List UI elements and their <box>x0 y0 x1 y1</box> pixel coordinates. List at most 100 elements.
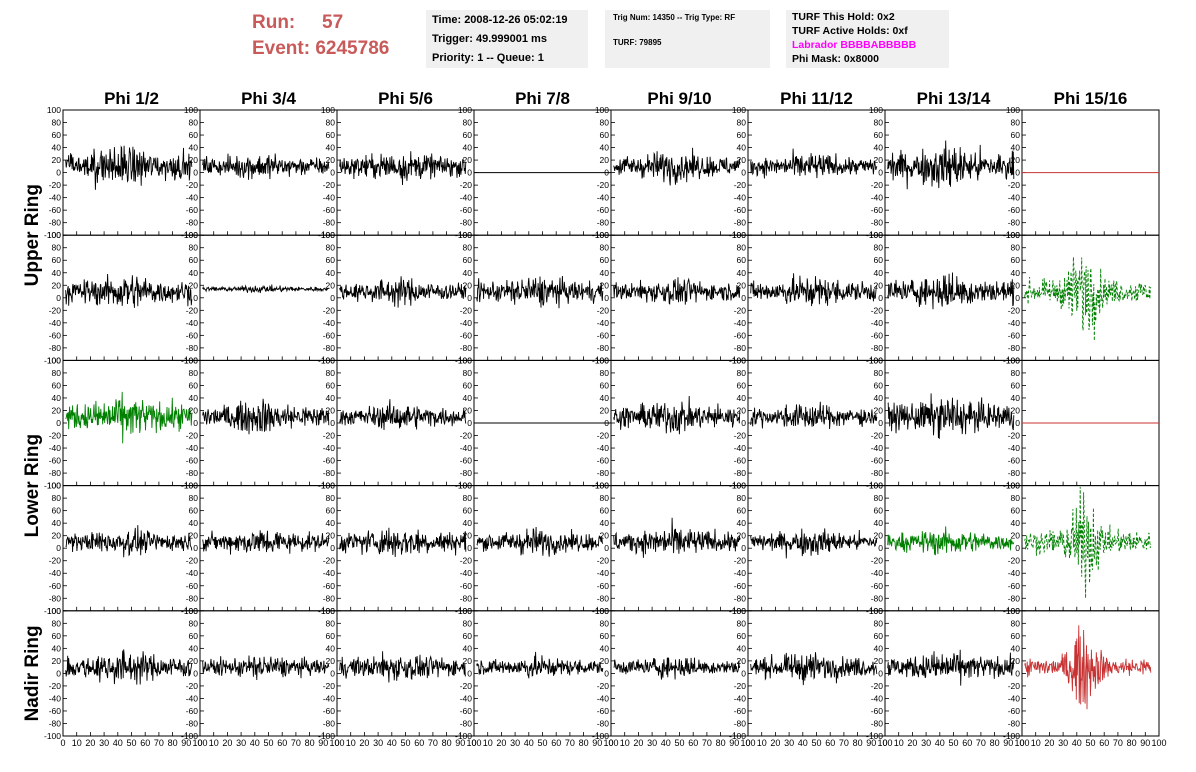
y-tick-label: -80 <box>871 593 884 603</box>
y-tick-label: -80 <box>186 718 199 728</box>
x-tick-label: 80 <box>990 738 1000 748</box>
y-tick-label: 100 <box>458 355 472 365</box>
panel-frame <box>610 610 749 737</box>
x-tick-label: 30 <box>510 738 520 748</box>
y-tick-label: 20 <box>326 280 336 290</box>
y-tick-label: -60 <box>871 706 884 716</box>
y-tick-label: -20 <box>871 431 884 441</box>
y-tick-label: 80 <box>463 368 473 378</box>
y-tick-label: 80 <box>600 118 610 128</box>
x-tick-label: 50 <box>537 738 547 748</box>
y-tick-label: -100 <box>44 731 61 741</box>
y-tick-label: 100 <box>47 481 61 491</box>
y-tick-label: 60 <box>52 506 62 516</box>
run-label: Run: <box>252 12 296 33</box>
y-tick-label: 40 <box>189 393 199 403</box>
y-tick-label: -40 <box>323 443 336 453</box>
y-tick-label: 80 <box>874 368 884 378</box>
y-tick-label: 80 <box>874 493 884 503</box>
y-tick-label: 0 <box>604 418 609 428</box>
x-tick-label: 50 <box>811 738 821 748</box>
y-tick-label: 40 <box>1011 143 1021 153</box>
y-tick-label: -20 <box>186 431 199 441</box>
y-tick-label: -100 <box>318 731 335 741</box>
y-tick-label: -60 <box>323 456 336 466</box>
y-tick-label: -60 <box>323 205 336 215</box>
y-tick-label: -20 <box>323 431 336 441</box>
y-tick-label: 80 <box>1011 493 1021 503</box>
y-tick-label: -80 <box>597 218 610 228</box>
y-tick-label: -40 <box>597 693 610 703</box>
column-header: Phi 13/14 <box>917 89 991 108</box>
x-tick-label: 50 <box>948 738 958 748</box>
y-tick-label: 0 <box>1015 543 1020 553</box>
column-header: Phi 3/4 <box>241 89 296 108</box>
y-tick-label: -60 <box>734 581 747 591</box>
y-tick-label: 40 <box>463 268 473 278</box>
y-tick-label: -60 <box>871 581 884 591</box>
y-tick-label: -80 <box>186 218 199 228</box>
x-tick-label: 40 <box>798 738 808 748</box>
y-tick-label: -40 <box>1008 443 1021 453</box>
y-tick-label: 40 <box>52 268 62 278</box>
y-tick-label: 0 <box>193 418 198 428</box>
y-tick-label: 40 <box>326 518 336 528</box>
y-tick-label: -80 <box>186 468 199 478</box>
y-tick-label: 40 <box>326 268 336 278</box>
x-tick-label: 80 <box>442 738 452 748</box>
y-tick-label: 20 <box>463 531 473 541</box>
y-tick-label: 40 <box>600 268 610 278</box>
y-tick-label: 60 <box>463 255 473 265</box>
y-tick-label: 100 <box>321 105 335 115</box>
waveform-trace <box>202 655 330 681</box>
y-tick-label: 80 <box>463 243 473 253</box>
x-tick-label: 60 <box>688 738 698 748</box>
y-tick-label: -40 <box>871 193 884 203</box>
y-tick-label: 20 <box>189 656 199 666</box>
y-tick-label: 100 <box>869 481 883 491</box>
x-tick-label: 20 <box>222 738 232 748</box>
x-tick-label: 100 <box>192 738 207 748</box>
y-tick-label: -40 <box>460 193 473 203</box>
y-tick-label: 60 <box>189 380 199 390</box>
y-tick-label: -80 <box>597 718 610 728</box>
y-tick-label: 20 <box>52 656 62 666</box>
x-tick-label: 90 <box>318 738 328 748</box>
y-tick-label: -20 <box>734 556 747 566</box>
waveform-trace <box>887 393 1015 439</box>
y-tick-label: -40 <box>323 193 336 203</box>
y-tick-label: 100 <box>47 230 61 240</box>
y-tick-label: -40 <box>597 443 610 453</box>
y-tick-label: -60 <box>186 581 199 591</box>
y-tick-label: 20 <box>1011 155 1021 165</box>
x-tick-label: 80 <box>853 738 863 748</box>
y-tick-label: 20 <box>326 656 336 666</box>
y-tick-label: -80 <box>871 343 884 353</box>
y-tick-label: 0 <box>604 168 609 178</box>
y-tick-label: 80 <box>52 243 62 253</box>
x-tick-label: 80 <box>168 738 178 748</box>
y-tick-label: 20 <box>463 405 473 415</box>
y-tick-label: -80 <box>323 218 336 228</box>
run-value: 57 <box>322 12 344 33</box>
waveform-trace <box>65 145 193 190</box>
y-tick-label: 100 <box>1006 230 1020 240</box>
y-tick-label: -20 <box>1008 556 1021 566</box>
y-tick-label: -80 <box>1008 468 1021 478</box>
x-tick-label: 60 <box>962 738 972 748</box>
y-tick-label: 60 <box>600 380 610 390</box>
y-tick-label: 80 <box>326 243 336 253</box>
x-tick-label: 30 <box>921 738 931 748</box>
waveform-trace <box>613 147 741 186</box>
y-tick-label: 0 <box>741 168 746 178</box>
y-tick-label: 0 <box>1015 293 1020 303</box>
y-tick-label: 60 <box>52 631 62 641</box>
y-tick-label: 100 <box>732 606 746 616</box>
panel-frame <box>199 610 338 737</box>
y-tick-label: -80 <box>734 593 747 603</box>
y-tick-label: 40 <box>737 393 747 403</box>
labrador-line: Labrador BBBBABBBBB <box>792 39 917 51</box>
y-tick-label: -100 <box>44 606 61 616</box>
y-tick-label: 0 <box>604 668 609 678</box>
y-tick-label: 0 <box>56 293 61 303</box>
